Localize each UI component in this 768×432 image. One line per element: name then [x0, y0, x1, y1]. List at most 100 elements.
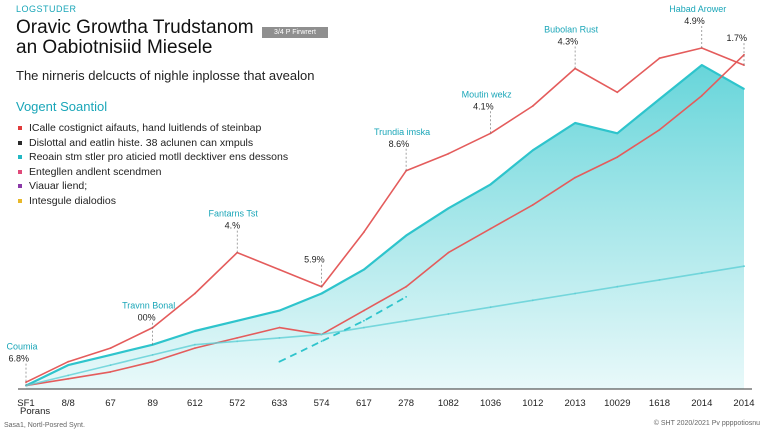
- data-point: [67, 364, 70, 366]
- legend-text: Intesgule dialodios: [29, 194, 116, 207]
- x-tick-label: 278: [398, 398, 414, 409]
- data-point: [616, 91, 619, 94]
- data-point: [405, 234, 407, 237]
- data-point: [25, 381, 27, 384]
- data-point: [67, 374, 70, 377]
- x-tick-label: 89: [147, 398, 158, 409]
- kicker: LOGSTUDER: [16, 4, 77, 14]
- data-point: [658, 98, 661, 100]
- data-point: [151, 354, 154, 356]
- data-point: [278, 360, 281, 363]
- data-point: [447, 251, 450, 254]
- data-point: [489, 132, 492, 135]
- data-point: [405, 296, 407, 298]
- data-point: [363, 309, 365, 312]
- x-tick-label: 2014: [733, 398, 754, 409]
- annotation-label: Fantarns Tst: [209, 209, 259, 219]
- legend-text: Viauar liend;: [29, 180, 88, 192]
- data-point: [616, 156, 619, 159]
- data-point: [531, 299, 534, 302]
- data-point: [194, 292, 196, 295]
- x-tick-label: 1012: [522, 398, 543, 409]
- annotation-value: 1.7%: [726, 33, 747, 43]
- legend-item: Entegllen andlent scendmen: [16, 166, 306, 180]
- data-point: [320, 340, 323, 343]
- series-line-0: [25, 47, 745, 383]
- data-point: [743, 265, 745, 268]
- data-point: [700, 272, 703, 274]
- x-tick-label: 617: [356, 398, 372, 409]
- legend-item: Intesgule dialodios: [16, 195, 306, 209]
- data-point: [363, 268, 365, 271]
- x-tick-label: SF1: [17, 398, 34, 409]
- annotation-value: 00%: [138, 313, 156, 323]
- data-point: [278, 337, 281, 339]
- legend-swatch: [18, 169, 22, 174]
- data-point: [363, 326, 365, 329]
- data-point: [743, 88, 745, 90]
- x-tick-label: 8/8: [62, 398, 75, 409]
- annotation-value: 6.8%: [8, 354, 29, 364]
- data-point: [574, 122, 576, 124]
- x-tick-label: 2013: [565, 398, 586, 409]
- data-point: [531, 149, 534, 152]
- data-point: [658, 57, 661, 60]
- data-point: [194, 347, 196, 349]
- x-tick-label: 612: [187, 398, 203, 409]
- annotation-label: Moutin wekz: [462, 89, 513, 99]
- legend-text: Reoain stm stler pro aticied motll deckt…: [29, 151, 289, 163]
- data-point: [405, 285, 407, 288]
- data-point: [700, 64, 703, 66]
- legend-item: Dislottal and eatlin histe. 38 aclunen c…: [16, 137, 306, 151]
- legend-text: Entegllen andlent scendmen: [29, 165, 162, 178]
- data-point: [194, 343, 196, 346]
- data-point: [278, 268, 281, 271]
- legend-swatch: [18, 198, 22, 203]
- annotation-value: 4.3%: [558, 37, 579, 47]
- data-point: [531, 105, 534, 107]
- title-line-1: Oravic Growtha Trudstanom: [16, 17, 254, 38]
- x-tick-label: 10029: [604, 398, 630, 409]
- legend-item: ICalle costignict aifauts, hand luitlend…: [16, 122, 306, 136]
- annotation-value: 4.%: [225, 221, 241, 231]
- legend-swatch: [18, 140, 22, 145]
- data-point: [447, 313, 450, 315]
- x-tick-label: 67: [105, 398, 116, 409]
- data-point: [531, 204, 534, 206]
- chart-title: Oravic Growtha Trudstanom an Oabiotnisii…: [16, 18, 336, 58]
- data-point: [700, 94, 703, 97]
- title-badge: 3/4 P Firwrert: [262, 27, 328, 38]
- data-point: [574, 292, 576, 295]
- credit-note: © SHT 2020/2021 Pv ppppotiosnu: [653, 420, 760, 427]
- annotation-value: 4.9%: [684, 16, 705, 26]
- annotation-label: Travnn Bonal: [122, 301, 175, 311]
- data-point: [489, 227, 492, 230]
- data-point: [236, 319, 239, 322]
- annotation-label: Habad Arower: [669, 4, 726, 14]
- legend-swatch: [18, 184, 22, 188]
- data-point: [574, 176, 576, 179]
- annotation-value: 5.9%: [304, 255, 325, 265]
- annotation-label: Trundia imska: [374, 127, 430, 137]
- data-point: [616, 285, 619, 288]
- data-point: [658, 279, 661, 281]
- x-tick-label: 1036: [480, 398, 501, 409]
- data-point: [151, 360, 154, 363]
- data-point: [67, 360, 70, 363]
- chart-subtitle: The nirneris delcucts of nighle inplosse…: [16, 68, 315, 83]
- title-line-2: an Oabiotnisiid Miesele: [16, 37, 213, 58]
- data-point: [405, 319, 407, 322]
- data-point: [320, 292, 323, 295]
- x-tick-label: 572: [229, 398, 245, 409]
- data-point: [447, 152, 450, 155]
- x-tick-label: 1082: [438, 398, 459, 409]
- data-point: [236, 337, 239, 339]
- data-point: [109, 371, 112, 373]
- legend-swatch: [18, 126, 22, 130]
- data-point: [363, 231, 365, 234]
- annotation-label: Coumia: [6, 342, 37, 352]
- data-point: [320, 333, 323, 336]
- source-note: Sasa1, Nortl-Posred Synt.: [4, 422, 85, 429]
- data-point: [278, 326, 281, 329]
